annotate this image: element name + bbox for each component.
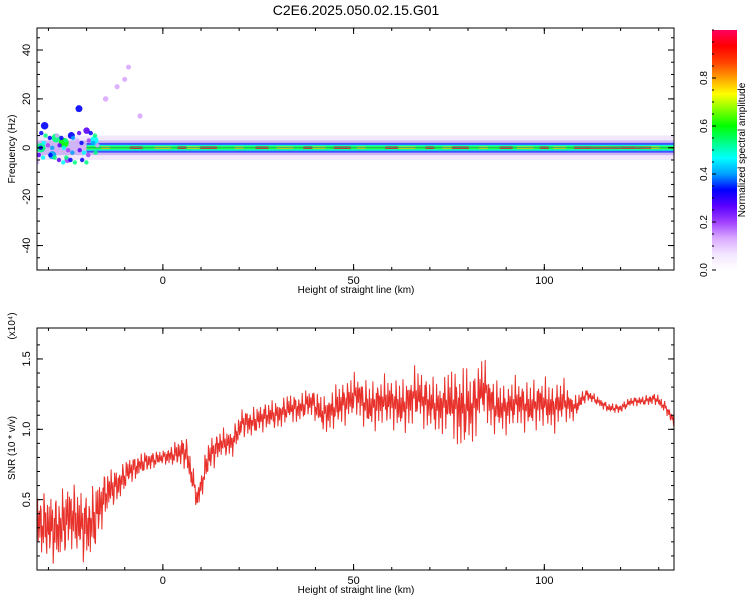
heatmap-speckle: [70, 135, 76, 141]
heatmap-speckle: [86, 152, 91, 158]
heatmap-speckle: [70, 150, 75, 155]
colorbar-label: Normalized spectral amplitude: [737, 82, 748, 217]
heatmap-y-tick-label: -40: [21, 238, 33, 254]
snr-x-tick-label: 50: [347, 575, 359, 587]
heatmap-y-axis-label: Frequency (Hz): [7, 115, 18, 184]
heatmap-panel: -40 -20 0 20 40 0 50 100 Height of straight lin…: [7, 27, 675, 296]
snr-x-tick-label: 0: [160, 575, 166, 587]
heatmap-speckle: [65, 148, 71, 153]
colorbar-tick-label: 0.2: [699, 215, 710, 229]
heatmap-x-tick-label: 100: [535, 275, 553, 287]
heatmap-speckle: [37, 160, 40, 165]
heatmap-speckle: [47, 135, 53, 141]
figure-title: C2E6.2025.050.02.15.G01: [273, 2, 440, 18]
heatmap-speckle: [45, 143, 51, 148]
heatmap-speckle: [40, 155, 46, 160]
heatmap-speckle: [68, 157, 73, 163]
heatmap-y-tick-label: -20: [21, 189, 33, 205]
heatmap-blob: [126, 64, 132, 70]
heatmap-y-tick-label: 40: [21, 44, 33, 56]
heatmap-speckle: [59, 135, 64, 141]
heatmap-blob: [40, 122, 49, 130]
heatmap-speckle: [64, 155, 69, 160]
heatmap-x-tick-label: 0: [160, 275, 166, 287]
heatmap-x-axis-label: Height of straight line (km): [298, 285, 415, 296]
snr-y-tick-label: 0.5: [21, 492, 33, 507]
snr-frame: [36, 327, 675, 571]
snr-panel: 0.5 1.0 1.5 0 50 100 Height of straight line …: [7, 312, 675, 596]
heatmap-blob: [83, 127, 90, 134]
heatmap-speckle: [39, 130, 44, 136]
heatmap-frame: [36, 27, 675, 271]
heatmap-blob: [102, 96, 109, 102]
colorbar-tick-label: 0.6: [699, 119, 710, 133]
colorbar-tick-label: 0.0: [699, 263, 710, 277]
heatmap-speckle: [95, 143, 100, 148]
heatmap-y-tick-label: 0: [21, 145, 33, 151]
heatmap-speckle: [81, 150, 87, 155]
heatmap-speckle: [57, 143, 62, 148]
heatmap-blob: [137, 113, 143, 119]
heatmap-speckle: [61, 160, 66, 165]
colorbar: 0.0 0.2 0.4 0.6 0.8 Normalized spectral ampl…: [699, 29, 748, 277]
heatmap-speckle: [79, 140, 84, 146]
snr-axes: 0.5 1.0 1.5 0 50 100: [21, 328, 674, 587]
colorbar-axis: 0.0 0.2 0.4 0.6 0.8: [699, 29, 716, 277]
heatmap-speckle: [50, 145, 55, 150]
heatmap-speckle: [88, 130, 93, 136]
heatmap-axes: -40 -20 0 20 40 0 50 100: [21, 28, 674, 287]
heatmap-speckle: [84, 160, 89, 165]
heatmap-blob: [122, 76, 128, 82]
snr-x-tick-label: 100: [535, 575, 553, 587]
colorbar-tick-label: 0.4: [699, 167, 710, 181]
heatmap-speckle: [54, 148, 59, 153]
snr-y-tick-label: 1.5: [21, 351, 33, 366]
heatmap-speckle: [41, 140, 46, 146]
heatmap-speckle: [43, 133, 48, 138]
snr-series-line: [37, 359, 674, 564]
snr-y-tick-label: 1.0: [21, 422, 33, 437]
snr-marks: [37, 359, 674, 564]
heatmap-speckle: [48, 152, 53, 158]
heatmap-y-tick-label: 20: [21, 93, 33, 105]
heatmap-speckle: [52, 155, 57, 160]
heatmap-blob: [114, 84, 120, 90]
colorbar-tick-label: 0.8: [699, 71, 710, 85]
heatmap-speckle: [63, 138, 68, 143]
heatmap-speckle: [86, 138, 92, 143]
snr-x-axis-label: Height of straight line (km): [298, 585, 415, 596]
heatmap-speckle: [90, 140, 96, 146]
heatmap-speckle: [37, 152, 42, 158]
heatmap-speckle: [75, 138, 80, 143]
snr-y-unit-label: (x10⁴): [7, 312, 18, 339]
heatmap-speckle: [77, 148, 82, 153]
heatmap-speckle: [54, 133, 60, 138]
heatmap-marks: [37, 64, 674, 165]
heatmap-x-tick-label: 50: [347, 275, 359, 287]
heatmap-speckle: [56, 157, 62, 163]
heatmap-speckle: [61, 145, 67, 150]
heatmap-speckle: [92, 133, 98, 138]
heatmap-speckle: [79, 157, 85, 163]
heatmap-blob: [75, 105, 83, 113]
snr-y-axis-label: SNR (10 * v/v): [7, 416, 18, 480]
colorbar-gradient: [712, 30, 737, 270]
heatmap-speckle: [93, 150, 98, 155]
heatmap-speckle: [72, 160, 78, 165]
heatmap-speckle: [76, 130, 82, 136]
